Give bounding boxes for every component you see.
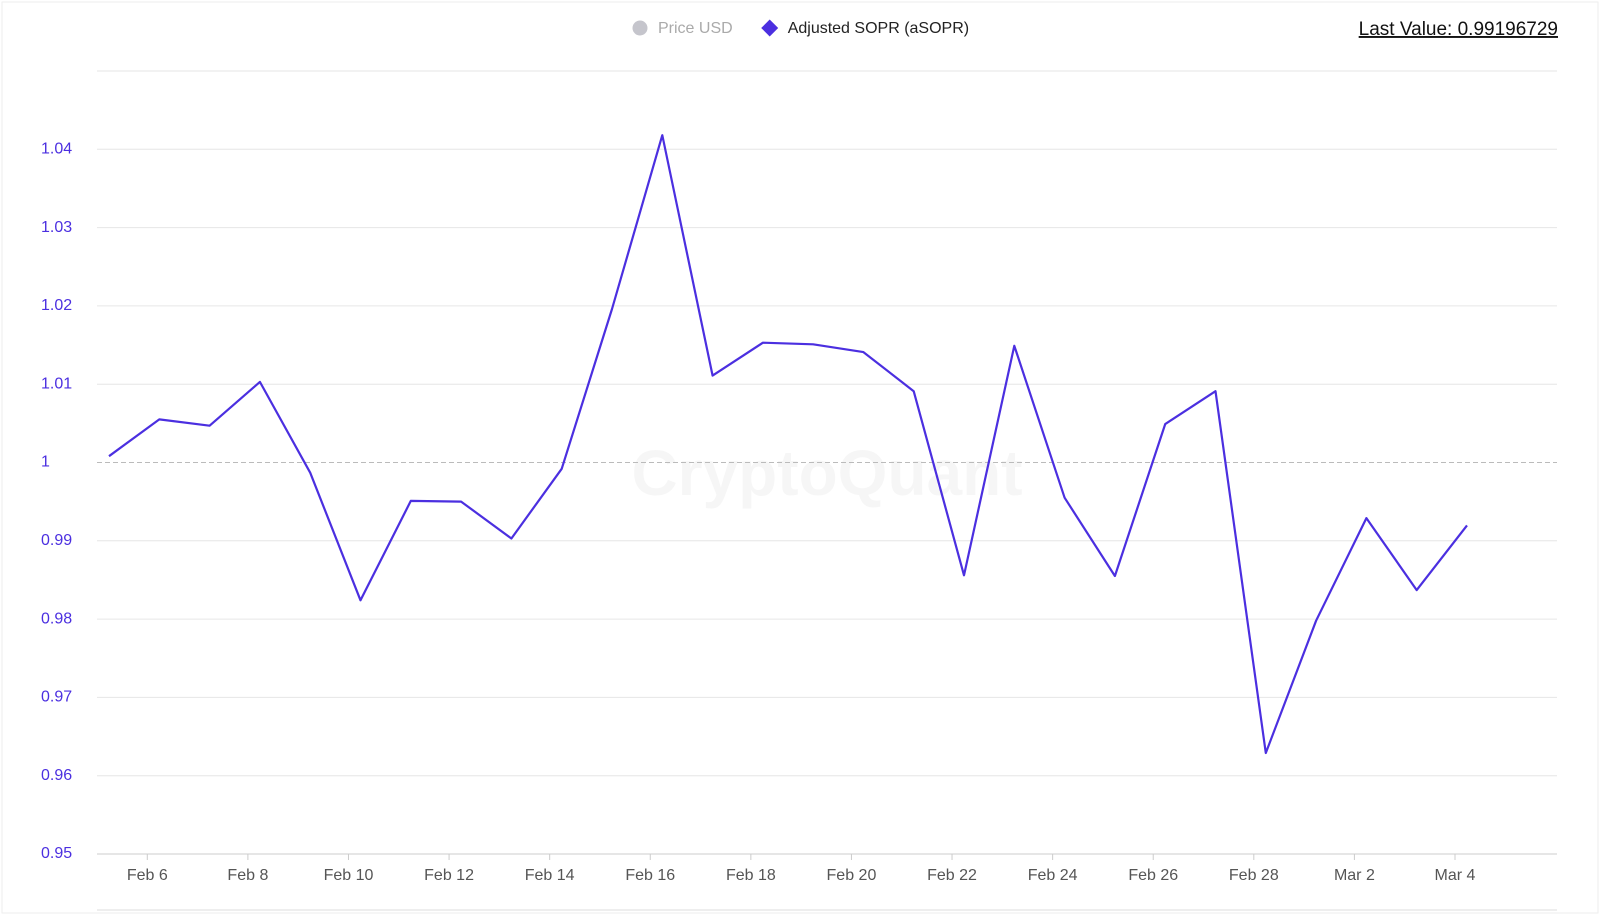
last-value: Last Value: 0.99196729	[1359, 19, 1558, 40]
x-tick-label: Feb 8	[227, 867, 268, 884]
x-tick-label: Feb 10	[324, 867, 374, 884]
x-tick-label: Feb 24	[1028, 867, 1078, 884]
legend-label[interactable]: Adjusted SOPR (aSOPR)	[788, 20, 969, 37]
y-tick-label: 1	[41, 454, 50, 471]
watermark: CryptoQuant	[631, 437, 1022, 509]
y-tick-label: 0.96	[41, 767, 72, 784]
y-tick-label: 0.95	[41, 845, 72, 862]
x-tick-label: Mar 2	[1334, 867, 1375, 884]
x-tick-label: Feb 14	[525, 867, 575, 884]
x-tick-label: Feb 6	[127, 867, 168, 884]
x-tick-label: Mar 4	[1435, 867, 1476, 884]
x-tick-label: Feb 20	[827, 867, 877, 884]
y-tick-label: 1.01	[41, 375, 72, 392]
legend-label[interactable]: Price USD	[658, 20, 733, 37]
x-tick-label: Feb 22	[927, 867, 977, 884]
legend-marker	[632, 20, 648, 36]
y-tick-label: 1.03	[41, 219, 72, 236]
x-tick-label: Feb 18	[726, 867, 776, 884]
y-tick-label: 0.97	[41, 689, 72, 706]
x-tick-label: Feb 12	[424, 867, 474, 884]
y-tick-label: 1.02	[41, 297, 72, 314]
x-tick-label: Feb 26	[1128, 867, 1178, 884]
legend-marker	[761, 19, 779, 37]
y-tick-label: 1.04	[41, 141, 72, 158]
y-tick-label: 0.99	[41, 532, 72, 549]
x-tick-label: Feb 28	[1229, 867, 1279, 884]
x-tick-label: Feb 16	[625, 867, 675, 884]
series-line	[108, 134, 1468, 755]
y-tick-label: 0.98	[41, 610, 72, 627]
